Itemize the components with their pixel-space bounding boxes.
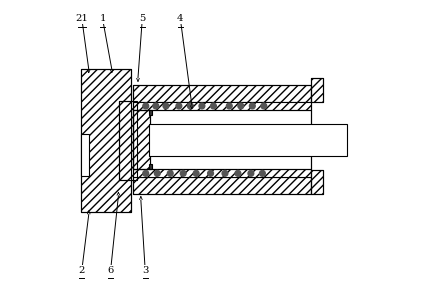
- Bar: [311, 78, 323, 102]
- Bar: [81, 69, 131, 212]
- Bar: [149, 110, 152, 115]
- Text: 21: 21: [75, 14, 88, 23]
- Circle shape: [248, 170, 254, 176]
- Circle shape: [180, 170, 186, 176]
- Circle shape: [259, 170, 265, 176]
- Bar: [149, 124, 347, 156]
- Circle shape: [226, 103, 232, 109]
- Bar: [133, 102, 311, 110]
- Circle shape: [193, 170, 199, 176]
- Text: 6: 6: [108, 266, 114, 275]
- Circle shape: [143, 170, 149, 176]
- Circle shape: [187, 103, 193, 109]
- Bar: [119, 101, 137, 180]
- Bar: [133, 85, 311, 102]
- Bar: [311, 78, 323, 102]
- Text: 5: 5: [139, 14, 145, 23]
- Circle shape: [235, 170, 241, 176]
- Circle shape: [143, 103, 149, 109]
- Circle shape: [249, 103, 255, 109]
- Circle shape: [176, 103, 182, 109]
- Circle shape: [261, 103, 267, 109]
- Text: 1: 1: [99, 14, 106, 23]
- Bar: [133, 85, 311, 194]
- Circle shape: [163, 103, 169, 109]
- Text: 3: 3: [142, 266, 148, 275]
- Circle shape: [153, 103, 159, 109]
- Circle shape: [154, 170, 160, 176]
- Bar: [133, 110, 150, 169]
- Bar: [119, 101, 137, 180]
- Text: 2: 2: [78, 266, 85, 275]
- Text: 4: 4: [177, 14, 184, 23]
- Circle shape: [167, 170, 173, 176]
- Bar: [149, 164, 152, 169]
- Circle shape: [199, 103, 205, 109]
- Bar: [133, 110, 150, 169]
- Bar: [133, 110, 311, 169]
- Bar: [133, 177, 311, 194]
- Circle shape: [238, 103, 244, 109]
- Bar: [133, 169, 311, 177]
- Circle shape: [211, 103, 216, 109]
- Bar: [311, 170, 323, 194]
- Bar: [81, 134, 89, 176]
- Bar: [311, 170, 323, 194]
- Bar: [81, 69, 131, 212]
- Circle shape: [222, 170, 228, 176]
- Circle shape: [208, 170, 213, 176]
